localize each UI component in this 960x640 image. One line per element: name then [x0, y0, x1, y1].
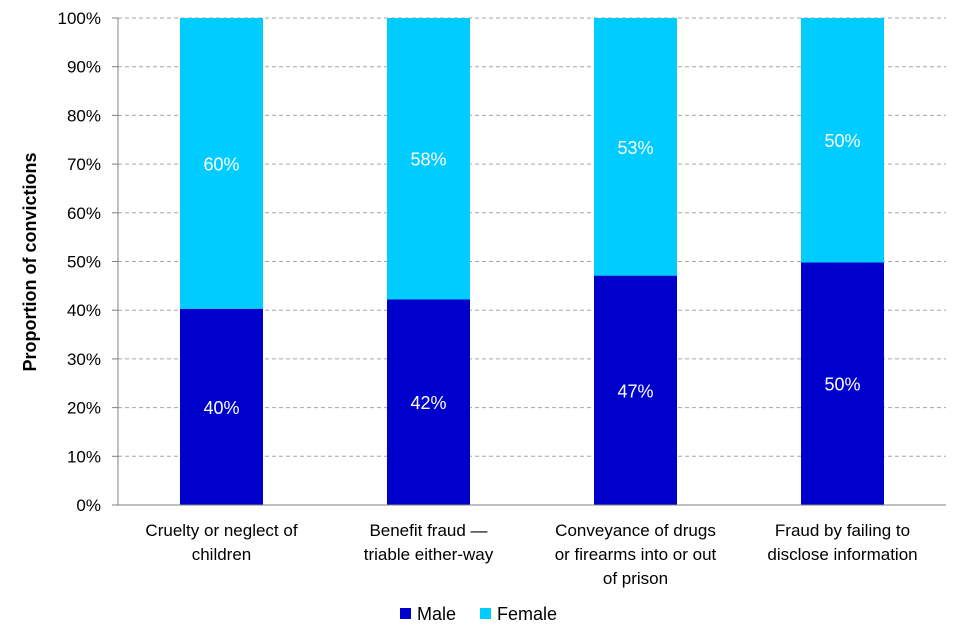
x-category-label: disclose information — [767, 545, 917, 564]
y-tick-label: 40% — [67, 301, 101, 320]
y-tick-label: 30% — [67, 350, 101, 369]
y-tick-label: 20% — [67, 399, 101, 418]
bar-female — [801, 18, 884, 263]
data-label-female: 53% — [617, 138, 653, 158]
legend: Male Female — [400, 604, 557, 624]
bar-female — [180, 18, 263, 309]
data-label-female: 58% — [410, 150, 446, 170]
y-tick-label: 60% — [67, 204, 101, 223]
bar-male — [594, 275, 677, 505]
data-label-female: 60% — [203, 154, 239, 174]
data-label-male: 47% — [617, 381, 653, 401]
data-label-female: 50% — [824, 131, 860, 151]
x-category-label: children — [192, 545, 252, 564]
bar-female — [594, 18, 677, 276]
legend-label-female: Female — [497, 604, 557, 624]
data-label-male: 42% — [410, 393, 446, 413]
bars: 40% 60% 42% 58% 47% 53% 50% 50% — [180, 18, 884, 505]
bar-male — [180, 308, 263, 505]
bar-female — [387, 18, 470, 300]
x-category-label: Conveyance of drugs — [555, 521, 716, 540]
axes: 0% 10% 20% 30% 40% 50% 60% 70% 80% 90% 100% Cruelty… — [58, 9, 946, 588]
x-category-label: Benefit fraud — — [369, 521, 487, 540]
y-axis-title: Proportion of convictions — [20, 153, 40, 372]
y-tick-label: 70% — [67, 155, 101, 174]
y-tick-label: 100% — [58, 9, 101, 28]
y-tick-label: 80% — [67, 106, 101, 125]
x-category-label: triable either-way — [364, 545, 494, 564]
x-category-label: or firearms into or out — [555, 545, 717, 564]
y-tick-label: 90% — [67, 58, 101, 77]
data-label-male: 50% — [824, 375, 860, 395]
legend-swatch-female — [480, 608, 491, 619]
y-tick-label: 0% — [76, 496, 101, 515]
data-label-male: 40% — [203, 398, 239, 418]
y-tick-label: 10% — [67, 447, 101, 466]
legend-swatch-male — [400, 608, 411, 619]
bar-male — [801, 262, 884, 505]
legend-label-male: Male — [417, 604, 456, 624]
y-tick-label: 50% — [67, 253, 101, 272]
x-category-label: of prison — [603, 569, 668, 588]
x-category-label: Cruelty or neglect of — [145, 521, 297, 540]
bar-male — [387, 299, 470, 505]
x-category-label: Fraud by failing to — [775, 521, 910, 540]
